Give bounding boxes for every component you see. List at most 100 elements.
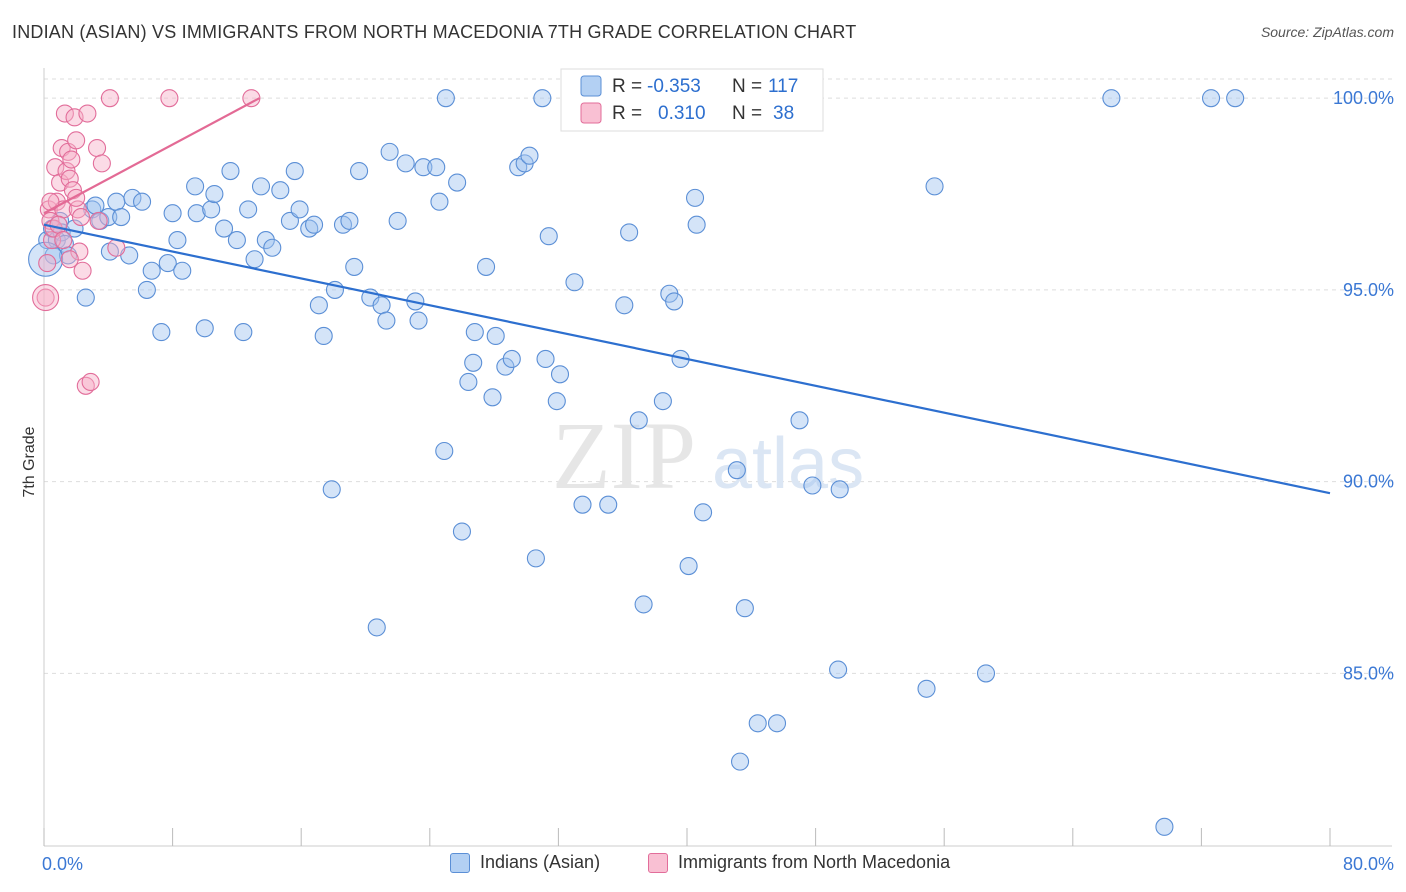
point-indians xyxy=(290,200,309,219)
y-tick-label: 85.0% xyxy=(1343,663,1394,683)
stats-n-value-2: 38 xyxy=(773,103,794,124)
stats-n-label-1: N = xyxy=(732,76,762,97)
point-indians xyxy=(137,280,156,299)
point-macedonia xyxy=(87,138,107,158)
point-indians xyxy=(917,679,936,698)
point-indians xyxy=(367,618,386,637)
point-macedonia xyxy=(49,215,68,234)
point-indians xyxy=(483,388,502,407)
point-indians xyxy=(679,556,698,576)
point-indians xyxy=(452,522,472,541)
point-indians xyxy=(173,261,192,280)
stats-swatch-blue xyxy=(580,75,602,97)
point-indians xyxy=(502,349,521,369)
legend-label-indians: Indians (Asian) xyxy=(480,852,601,872)
point-indians xyxy=(380,142,399,161)
point-indians xyxy=(427,158,446,177)
point-indians xyxy=(436,89,455,108)
point-indians xyxy=(459,372,478,392)
point-indians xyxy=(123,188,142,207)
point-indians xyxy=(925,177,944,196)
point-macedonia xyxy=(81,372,100,392)
point-indians xyxy=(38,231,57,250)
grid-lines xyxy=(44,78,1392,674)
point-indians xyxy=(409,311,428,330)
x-tick-label-min: 0.0% xyxy=(42,854,83,874)
point-macedonia xyxy=(160,89,179,108)
point-indians xyxy=(322,480,341,499)
point-indians xyxy=(112,208,131,227)
point-indians xyxy=(372,296,391,315)
point-indians xyxy=(1226,89,1245,108)
stats-r-label-2: R = xyxy=(612,103,642,124)
point-macedonia xyxy=(60,250,79,269)
y-axis-label: 7th Grade xyxy=(21,426,38,497)
point-indians xyxy=(464,353,483,372)
watermark-atlas: atlas xyxy=(712,424,864,504)
stats-n-value-1: 117 xyxy=(768,76,798,97)
point-indians xyxy=(205,185,224,204)
point-indians xyxy=(186,177,205,196)
point-indians xyxy=(829,660,848,679)
point-indians xyxy=(629,411,648,430)
point-indians xyxy=(803,476,822,495)
point-indians xyxy=(727,461,746,480)
point-indians xyxy=(685,188,705,207)
point-indians xyxy=(388,211,407,230)
point-macedonia xyxy=(100,89,119,108)
point-indians xyxy=(187,204,206,223)
point-indians xyxy=(239,200,258,219)
point-indians xyxy=(565,273,584,292)
point-indians xyxy=(599,495,618,514)
point-indians xyxy=(350,161,369,181)
point-indians xyxy=(340,211,359,230)
point-indians xyxy=(214,219,234,238)
point-indians xyxy=(163,204,182,223)
point-indians xyxy=(414,158,433,177)
point-indians xyxy=(615,296,634,315)
point-indians xyxy=(251,177,271,196)
y-tick-labels: 85.0% 90.0% 95.0% 100.0% xyxy=(1333,88,1394,683)
point-indians xyxy=(547,392,566,411)
point-indians xyxy=(377,311,396,330)
point-indians xyxy=(168,231,187,250)
point-indians xyxy=(448,173,467,192)
legend-swatch-blue xyxy=(450,852,470,873)
stats-r-value-1: -0.353 xyxy=(647,76,701,97)
source-label: Source: ZipAtlas.com xyxy=(1260,24,1394,40)
point-indians xyxy=(830,480,849,499)
stats-n-label-2: N = xyxy=(732,103,762,124)
point-indians xyxy=(107,192,126,211)
point-indians xyxy=(245,250,264,269)
legend: Indians (Asian) Immigrants from North Ma… xyxy=(0,848,1406,882)
legend-swatch-pink xyxy=(648,852,668,873)
point-indians xyxy=(1102,89,1121,108)
point-indians xyxy=(227,231,246,250)
point-macedonia xyxy=(38,254,57,273)
stats-r-value-2: 0.310 xyxy=(658,103,706,124)
stats-r-label-1: R = xyxy=(612,76,642,97)
point-indians xyxy=(314,326,333,345)
point-indians xyxy=(345,257,364,276)
point-macedonia xyxy=(36,288,55,307)
point-macedonia xyxy=(92,154,111,173)
y-tick-label: 100.0% xyxy=(1333,88,1394,108)
point-indians xyxy=(465,323,484,342)
point-indians xyxy=(790,411,809,430)
point-indians xyxy=(305,215,324,234)
trend-line-indians xyxy=(43,223,1331,495)
point-indians xyxy=(520,146,539,165)
point-indians xyxy=(202,200,221,219)
point-macedonia xyxy=(60,169,79,188)
point-indians xyxy=(435,441,454,461)
point-indians xyxy=(539,227,558,246)
point-indians xyxy=(550,365,570,384)
point-indians xyxy=(634,595,653,614)
point-indians xyxy=(735,599,754,618)
stats-box: R = -0.353 N = 117 R = 0.310 N = 38 xyxy=(560,68,824,132)
stats-swatch-pink xyxy=(580,102,602,124)
point-indians xyxy=(152,323,171,342)
point-indians xyxy=(256,231,275,250)
point-macedonia xyxy=(78,104,97,123)
